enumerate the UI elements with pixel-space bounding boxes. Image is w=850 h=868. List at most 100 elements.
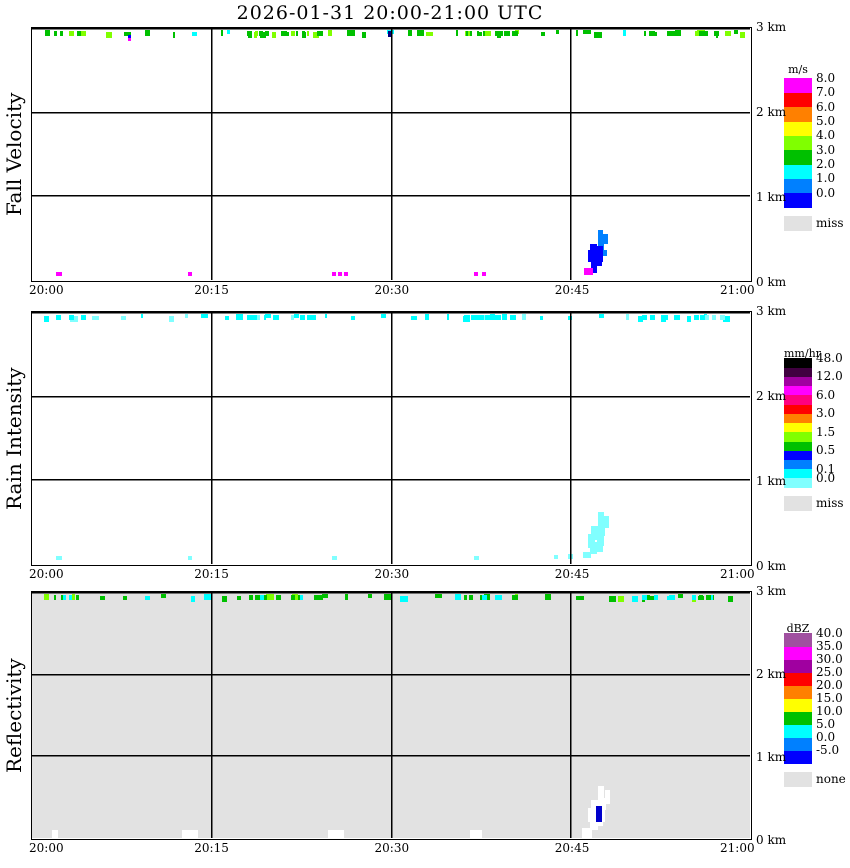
colorbar-3-tick: 20.0	[816, 678, 843, 692]
colorbar-3-band	[784, 711, 812, 725]
colorbar-1-tick: 4.0	[816, 128, 836, 143]
colorbar-3-tick: 15.0	[816, 691, 843, 705]
colorbar-2-tick: 0.1	[816, 461, 836, 476]
panel-1-ytick: 0 km	[756, 275, 787, 289]
panel-3-xtick: 20:15	[194, 841, 229, 855]
panel-2-data-layer	[32, 312, 750, 564]
colorbar-1-missing-swatch	[784, 216, 812, 231]
colorbar-1-band	[784, 106, 812, 122]
panel-3-ylabel: Reflectivity	[2, 658, 26, 773]
colorbar-3-band	[784, 659, 812, 673]
colorbar-3-band	[784, 685, 812, 699]
colorbar-1-band	[784, 135, 812, 151]
panel-1-xtick: 21:00	[720, 283, 755, 297]
panel-2-xtick: 20:00	[29, 567, 64, 581]
colorbar-2-tick: 1.5	[816, 424, 836, 439]
colorbar-unit-0: m/s	[788, 63, 808, 76]
colorbar-3-band	[784, 672, 812, 686]
colorbar-1-tick: 1.0	[816, 171, 836, 186]
colorbar-reflectivity: dBZ -5.0 0.0 5.0 10.0 15.0 20.0 25.0 30.0 35.0 40…	[784, 622, 846, 787]
colorbar-1-band	[784, 164, 812, 179]
colorbar-2-band	[784, 459, 812, 470]
colorbar-fall-velocity: m/s 0.0 1.0 2.0 3.0 4.0 5.0 6.0 7.0 8.0 miss	[784, 63, 846, 231]
colorbar-2-tick: 0.0	[816, 470, 836, 485]
colorbar-1-band	[784, 92, 812, 108]
panel-2-ytick: 1 km	[756, 474, 787, 488]
panel-1-ylabel: Fall Velocity	[2, 92, 26, 217]
colorbar-1-tick: 6.0	[816, 99, 836, 114]
panel-3-data-layer	[32, 592, 750, 838]
panel-1-ytick: 2 km	[756, 104, 787, 119]
panel-2-ylabel: Rain Intensity	[2, 367, 26, 510]
colorbar-2-band	[784, 422, 812, 433]
colorbar-1-tick: 7.0	[816, 85, 836, 100]
colorbar-2-band	[784, 376, 812, 387]
colorbar-1-band	[784, 121, 812, 136]
colorbar-3-band	[784, 646, 812, 660]
panel-2-xtick: 21:00	[720, 567, 755, 581]
colorbar-3-band	[784, 633, 812, 647]
panel-3-ytick: 3 km	[756, 584, 787, 598]
page-title: 2026-01-31 20:00-21:00 UTC	[236, 2, 544, 24]
colorbar-1-tick: 3.0	[816, 142, 836, 157]
panel-3-ytick: 2 km	[756, 666, 787, 681]
colorbar-1-band	[784, 78, 812, 93]
panel-1-ytick: 1 km	[756, 190, 787, 204]
colorbar-3-tick: 0.0	[816, 730, 836, 744]
panel-3-ytick: 1 km	[756, 750, 787, 764]
colorbar-2-band	[784, 413, 812, 424]
panel-3-xtick: 20:30	[374, 841, 410, 855]
colorbar-3-tick: 40.0	[816, 626, 843, 640]
colorbar-2-band	[784, 450, 812, 460]
panel-2-ytick: 0 km	[756, 559, 787, 573]
colorbar-3-missing-label: none	[816, 772, 846, 786]
colorbar-1-missing-label: miss	[816, 216, 844, 230]
colorbar-3-band	[784, 724, 812, 738]
colorbar-3-band	[784, 737, 812, 751]
colorbar-2-tick: 6.0	[816, 387, 836, 402]
colorbar-3-tick: -5.0	[816, 743, 840, 757]
colorbar-3-tick: 30.0	[816, 652, 843, 666]
colorbar-2-tick: 3.0	[816, 406, 836, 421]
panel-1-ytick: 3 km	[756, 20, 787, 34]
colorbar-3-tick: 35.0	[816, 639, 843, 653]
panel-1-data-layer	[32, 28, 750, 280]
panel-2-xtick: 20:30	[374, 567, 410, 581]
colorbar-1-tick: 8.0	[816, 71, 836, 85]
colorbar-1-band	[784, 149, 812, 165]
panel-3-ytick: 0 km	[756, 833, 787, 847]
colorbar-1-tick: 5.0	[816, 114, 836, 128]
colorbar-1-tick: 0.0	[816, 185, 836, 200]
colorbar-3-tick: 5.0	[816, 717, 836, 731]
colorbar-unit-1: mm/hr	[784, 347, 821, 360]
panel-fall-velocity	[31, 27, 752, 282]
panel-2-xtick: 20:15	[194, 567, 229, 581]
colorbar-2-tick: 12.0	[816, 369, 843, 384]
panel-rain-intensity	[31, 311, 752, 566]
colorbar-3-band	[784, 698, 812, 712]
colorbar-2-band	[784, 385, 812, 396]
colorbar-2-band	[784, 404, 812, 414]
colorbar-1-tick: 2.0	[816, 157, 836, 171]
colorbar-2-band	[784, 468, 812, 479]
colorbar-2-band	[784, 431, 812, 442]
panel-2-xtick: 20:45	[554, 567, 590, 581]
colorbar-1-band	[784, 192, 812, 208]
colorbar-2-band	[784, 367, 812, 378]
colorbar-rain-intensity: mm/hr 0.0 0.1 0.5 1.5 3.0 6.0 12.0 48.0 miss	[784, 347, 846, 512]
colorbar-2-tick: 0.5	[816, 443, 836, 458]
colorbar-2-band	[784, 440, 812, 451]
panel-1-xtick: 20:30	[374, 283, 410, 297]
colorbar-2-band	[784, 477, 812, 488]
colorbar-2-missing-swatch	[784, 496, 812, 511]
colorbar-2-band	[784, 358, 812, 368]
panel-3-xtick: 20:00	[29, 841, 64, 855]
colorbar-2-band	[784, 394, 812, 405]
colorbar-1-band	[784, 178, 812, 194]
colorbar-3-band	[784, 750, 812, 764]
colorbar-3-tick: 25.0	[816, 665, 843, 679]
panel-3-xtick: 21:00	[720, 841, 755, 855]
colorbar-2-tick: 48.0	[816, 351, 843, 365]
panel-1-xtick: 20:15	[194, 283, 229, 297]
